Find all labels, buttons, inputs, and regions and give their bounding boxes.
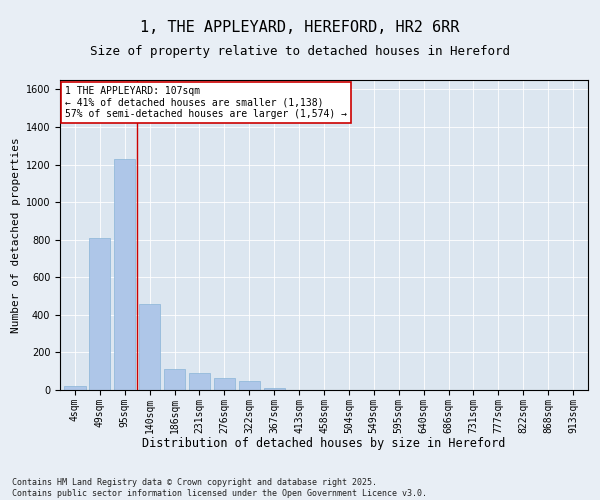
- Text: 1 THE APPLEYARD: 107sqm
← 41% of detached houses are smaller (1,138)
57% of semi: 1 THE APPLEYARD: 107sqm ← 41% of detache…: [65, 86, 347, 120]
- Bar: [263, 388, 285, 390]
- Bar: [139, 304, 160, 390]
- X-axis label: Distribution of detached houses by size in Hereford: Distribution of detached houses by size …: [142, 437, 506, 450]
- Bar: [89, 238, 110, 390]
- Text: 1, THE APPLEYARD, HEREFORD, HR2 6RR: 1, THE APPLEYARD, HEREFORD, HR2 6RR: [140, 20, 460, 35]
- Bar: [189, 373, 210, 390]
- Y-axis label: Number of detached properties: Number of detached properties: [11, 137, 22, 333]
- Text: Contains HM Land Registry data © Crown copyright and database right 2025.
Contai: Contains HM Land Registry data © Crown c…: [12, 478, 427, 498]
- Bar: [239, 380, 260, 390]
- Bar: [164, 370, 185, 390]
- Bar: [64, 386, 86, 390]
- Bar: [114, 159, 136, 390]
- Text: Size of property relative to detached houses in Hereford: Size of property relative to detached ho…: [90, 45, 510, 58]
- Bar: [214, 378, 235, 390]
